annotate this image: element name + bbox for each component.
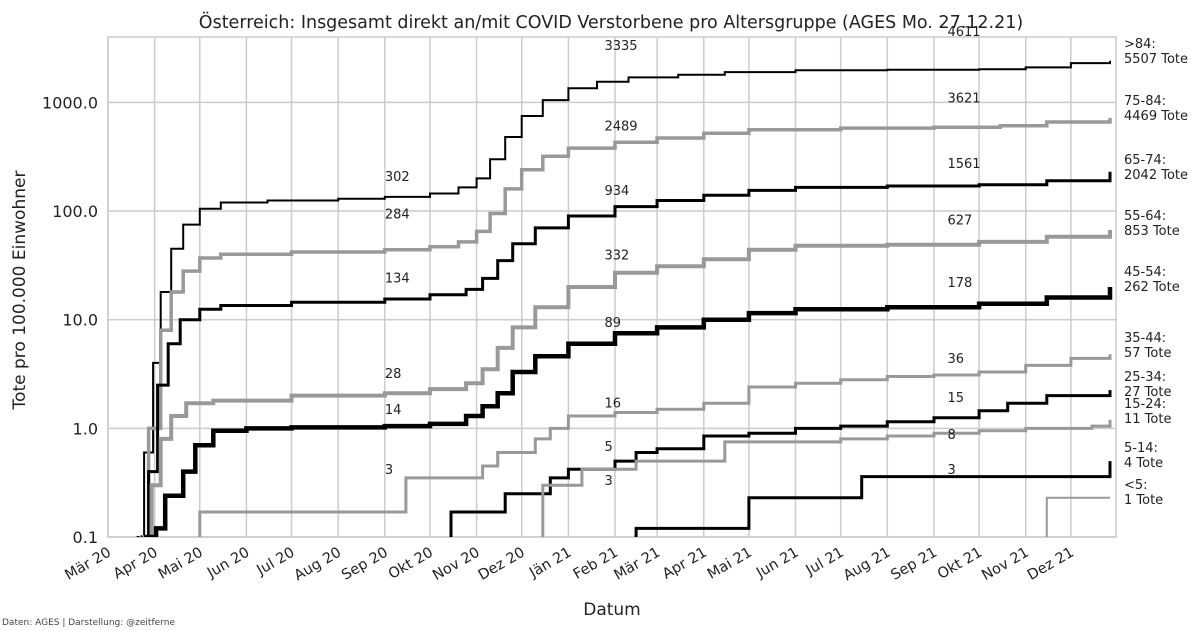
annotation-label: 284: [385, 208, 410, 223]
series-label-total: 2042 Tote: [1124, 168, 1188, 183]
x-tick-label: Sep 21: [888, 545, 940, 584]
annotation-label: 8: [947, 428, 955, 443]
annotation-label: 16: [604, 397, 621, 412]
annotation-label: 934: [604, 184, 629, 199]
annotation-label: 1561: [947, 157, 980, 172]
annotation-label: 36: [947, 352, 964, 367]
annotation-label: 28: [385, 367, 402, 382]
x-tick-label: Aug 20: [292, 545, 344, 585]
annotation-label: 3: [604, 474, 612, 489]
series-label-group: 65-74:: [1124, 153, 1166, 168]
series-label-group: 5-14:: [1124, 441, 1158, 456]
annotation-label: 89: [604, 316, 621, 331]
series-line: [198, 354, 1112, 537]
series-label-total: 5507 Tote: [1124, 52, 1188, 67]
x-tick-label: Jul 20: [254, 545, 298, 580]
annotation-label: 14: [385, 403, 402, 418]
series-line: [139, 117, 1112, 537]
x-tick-label: Jän 21: [526, 545, 574, 582]
series-label-total: 27 Tote: [1124, 385, 1171, 400]
series-line: [136, 60, 1111, 537]
y-tick-label: 10.0: [62, 311, 98, 330]
x-tick-label: Okt 21: [935, 545, 985, 583]
x-tick-label: Aug 21: [841, 545, 893, 585]
series-label-total: 4 Tote: [1124, 456, 1163, 471]
x-tick-label: Mai 20: [156, 545, 206, 583]
x-tick-label: Apr 21: [660, 545, 710, 583]
grid: [107, 36, 1117, 538]
series-label-group: 25-34:: [1124, 370, 1166, 385]
x-tick-label: Mai 21: [705, 545, 755, 583]
series-line: [144, 287, 1113, 537]
x-tick-label: Nov 20: [430, 545, 482, 585]
annotations: 3022841342814333352489934332891653461136…: [385, 25, 981, 489]
series-label-group: 45-54:: [1124, 265, 1166, 280]
annotation-label: 15: [947, 391, 964, 406]
x-tick-label: Feb 21: [571, 545, 621, 583]
credit-text: Daten: AGES | Darstellung: @zeitferne: [2, 618, 175, 628]
series-label-group: 35-44:: [1124, 331, 1166, 346]
x-tick-label: Nov 21: [979, 545, 1031, 585]
series-label-total: 11 Tote: [1124, 412, 1171, 427]
series-line: [142, 230, 1112, 537]
series-label-total: 1 Tote: [1124, 493, 1163, 508]
x-tick-label: Jun 20: [204, 545, 252, 582]
series-label-group: 55-64:: [1124, 209, 1166, 224]
series-line: [141, 171, 1112, 537]
y-tick-label: 1.0: [73, 419, 98, 438]
series-line: [1045, 496, 1110, 537]
end-labels: >84:5507 Tote 75-84:4469 Tote 65-74:2042 T…: [1124, 37, 1188, 508]
series-label-total: 4469 Tote: [1124, 109, 1188, 124]
annotation-label: 3: [385, 463, 393, 478]
series-label-total: 853 Tote: [1124, 224, 1180, 239]
annotation-label: 5: [604, 440, 612, 455]
x-tick-label: Apr 20: [111, 545, 161, 583]
series-lines: [136, 60, 1113, 537]
series-label-group: 15-24:: [1124, 397, 1166, 412]
x-tick-label: Jul 21: [803, 545, 847, 580]
annotation-label: 4611: [947, 25, 980, 40]
series-label-total: 57 Tote: [1124, 346, 1171, 361]
y-axis-title: Tote pro 100.000 Einwohner: [10, 171, 30, 411]
x-tick-label: Mär 20: [62, 545, 114, 584]
y-tick-label: 100.0: [52, 202, 98, 221]
annotation-label: 3335: [604, 39, 637, 54]
series-label-group: 75-84:: [1124, 94, 1166, 109]
annotation-label: 178: [947, 276, 972, 291]
annotation-label: 3621: [947, 91, 980, 106]
series-line: [449, 390, 1112, 537]
x-axis-title: Datum: [583, 600, 641, 620]
y-tick-label: 1000.0: [42, 93, 98, 112]
series-label-total: 262 Tote: [1124, 280, 1180, 295]
annotation-label: 302: [385, 170, 410, 185]
annotation-label: 2489: [604, 120, 637, 135]
x-tick-label: Dez 20: [476, 545, 528, 584]
x-tick-label: Jun 21: [753, 545, 801, 582]
chart-title: Österreich: Insgesamt direkt an/mit COVI…: [199, 11, 1023, 33]
annotation-label: 3: [947, 463, 955, 478]
series-label-group: >84:: [1124, 37, 1156, 52]
x-tick-label: Okt 20: [386, 545, 436, 583]
y-tick-label: 0.1: [73, 528, 98, 547]
series-line: [634, 461, 1112, 537]
annotation-label: 332: [604, 248, 629, 263]
x-tick-label: Sep 20: [339, 545, 391, 584]
annotation-label: 627: [947, 214, 972, 229]
series-line: [541, 419, 1112, 537]
annotation-label: 134: [385, 272, 410, 287]
x-tick-label: Mär 21: [611, 545, 663, 584]
series-label-group: <5:: [1124, 478, 1148, 493]
x-tick-label: Dez 21: [1025, 545, 1077, 584]
